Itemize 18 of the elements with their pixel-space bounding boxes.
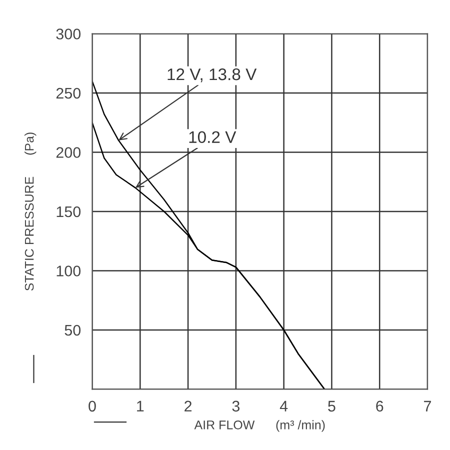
y-tick-label: 150 bbox=[56, 206, 81, 218]
y-tick-label: 200 bbox=[56, 147, 81, 158]
x-tick-label: 4 bbox=[280, 400, 288, 412]
y-tick-label: 300 bbox=[56, 28, 81, 40]
y-tick-label: 50 bbox=[64, 324, 81, 336]
x-tick-label: 6 bbox=[376, 400, 384, 412]
annotation: 12 V, 13.8 V bbox=[168, 68, 257, 82]
x-tick-label: 3 bbox=[232, 400, 240, 412]
x-tick-label: 5 bbox=[328, 400, 336, 412]
x-tick-label: 1 bbox=[137, 400, 144, 412]
y-tick-label: 100 bbox=[56, 266, 81, 276]
x-tick-label: 0 bbox=[88, 400, 96, 412]
x-axis-title: AIR FLOW (m³ /min) bbox=[194, 420, 325, 432]
x-tick-label: 2 bbox=[184, 400, 192, 412]
y-axis-title: STATIC PRESSURE (Pa) bbox=[24, 132, 36, 291]
annotation: 10.2 V bbox=[189, 131, 236, 144]
x-tick-label: 7 bbox=[424, 400, 431, 412]
y-tick-label: 250 bbox=[56, 88, 81, 99]
